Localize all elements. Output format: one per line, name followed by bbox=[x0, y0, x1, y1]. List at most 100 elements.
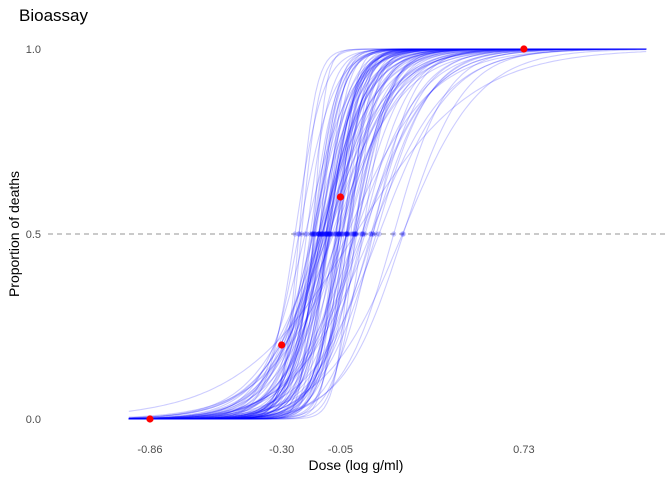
posterior-curve bbox=[128, 48, 647, 420]
posterior-curve bbox=[128, 48, 647, 420]
ld50-marker bbox=[350, 231, 356, 237]
posterior-curve bbox=[128, 48, 647, 420]
ld50-marker bbox=[338, 231, 344, 237]
posterior-curve bbox=[128, 48, 647, 420]
ld50-marker bbox=[348, 231, 354, 237]
posterior-curve bbox=[128, 48, 647, 420]
observed-points bbox=[146, 45, 528, 423]
ld50-marker bbox=[330, 231, 337, 237]
ld50-marker bbox=[352, 231, 358, 237]
ld50-marker bbox=[316, 231, 322, 237]
ld50-marker bbox=[326, 231, 332, 237]
ld50-marker bbox=[399, 231, 406, 237]
y-tick-label: 0.5 bbox=[26, 229, 41, 241]
posterior-curve bbox=[128, 48, 647, 420]
posterior-curve bbox=[128, 48, 647, 419]
ld50-marker bbox=[353, 231, 359, 237]
ld50-marker bbox=[307, 231, 313, 237]
posterior-curve bbox=[128, 48, 647, 420]
ld50-marker bbox=[327, 231, 333, 237]
posterior-curve bbox=[128, 48, 647, 420]
posterior-curve bbox=[128, 48, 647, 420]
posterior-curve bbox=[128, 48, 647, 420]
ld50-marker bbox=[343, 231, 349, 237]
ld50-marker bbox=[368, 231, 374, 237]
posterior-curve bbox=[128, 48, 647, 420]
ld50-marker bbox=[325, 231, 331, 237]
posterior-curve bbox=[128, 48, 647, 420]
posterior-curve bbox=[128, 48, 647, 420]
posterior-curve bbox=[128, 48, 647, 420]
x-tick-labels: -0.86 -0.30 -0.05 0.73 bbox=[137, 444, 534, 456]
posterior-curve bbox=[128, 48, 647, 420]
ld50-marker bbox=[343, 231, 350, 237]
posterior-curve bbox=[128, 48, 647, 420]
posterior-curve bbox=[128, 48, 647, 420]
ld50-marker bbox=[309, 231, 315, 237]
ld50-marker bbox=[327, 231, 333, 237]
posterior-curve bbox=[128, 48, 647, 420]
ld50-marker bbox=[310, 231, 316, 237]
posterior-curve bbox=[128, 48, 647, 420]
ld50-marker bbox=[337, 231, 344, 237]
posterior-curve bbox=[128, 48, 647, 420]
posterior-curve bbox=[128, 48, 647, 420]
y-tick-labels: 0.0 0.5 1.0 bbox=[26, 44, 41, 426]
posterior-curve bbox=[128, 48, 647, 420]
posterior-curve bbox=[128, 48, 647, 420]
ld50-marker bbox=[304, 231, 310, 237]
posterior-curve bbox=[128, 48, 647, 420]
posterior-curve bbox=[128, 48, 647, 420]
observed-point bbox=[336, 193, 345, 201]
ld50-marker bbox=[302, 231, 308, 237]
ld50-marker bbox=[327, 231, 333, 237]
ld50-marker bbox=[360, 231, 366, 237]
posterior-curve bbox=[128, 48, 647, 420]
ld50-marker bbox=[345, 231, 352, 237]
ld50-marker bbox=[352, 231, 359, 237]
x-tick-label: -0.30 bbox=[269, 444, 294, 456]
ld50-marker bbox=[391, 231, 397, 237]
observed-point bbox=[278, 341, 286, 349]
posterior-curve bbox=[128, 48, 647, 420]
posterior-curve bbox=[128, 48, 647, 420]
ld50-marker bbox=[316, 231, 322, 237]
ld50-marker bbox=[320, 231, 327, 237]
ld50-marker bbox=[373, 231, 379, 237]
posterior-curve bbox=[128, 48, 647, 420]
posterior-curve bbox=[128, 48, 647, 420]
posterior-curve bbox=[128, 48, 647, 420]
posterior-curve bbox=[128, 48, 647, 420]
ld50-marker bbox=[336, 231, 342, 237]
ld50-marker bbox=[326, 231, 332, 237]
ld50-marker bbox=[354, 231, 360, 237]
ld50-marker bbox=[341, 231, 347, 237]
posterior-curve bbox=[128, 48, 647, 420]
ld50-marker bbox=[335, 231, 341, 237]
ld50-marker bbox=[298, 231, 305, 237]
posterior-curve bbox=[128, 48, 647, 420]
ld50-marker bbox=[317, 231, 323, 237]
ld50-marker bbox=[316, 231, 322, 237]
ld50-marker bbox=[316, 231, 322, 237]
ld50-marker bbox=[311, 231, 317, 237]
posterior-curve bbox=[128, 48, 647, 420]
ld50-marker bbox=[324, 231, 330, 237]
ld50-marker bbox=[319, 231, 325, 237]
posterior-curve bbox=[128, 48, 647, 420]
posterior-curve bbox=[128, 48, 647, 420]
ld50-marker bbox=[359, 231, 366, 237]
posterior-curve bbox=[128, 48, 647, 420]
ld50-marker bbox=[296, 231, 302, 237]
posterior-curve bbox=[128, 48, 647, 420]
ld50-marker bbox=[351, 231, 358, 237]
ld50-marker bbox=[313, 231, 319, 237]
posterior-curve bbox=[128, 48, 647, 420]
y-tick-label: 0.0 bbox=[26, 414, 41, 426]
ld50-marker bbox=[344, 231, 350, 237]
posterior-curve bbox=[128, 48, 647, 420]
posterior-curve bbox=[128, 48, 647, 420]
posterior-curve bbox=[128, 48, 647, 420]
ld50-marker bbox=[310, 231, 316, 237]
